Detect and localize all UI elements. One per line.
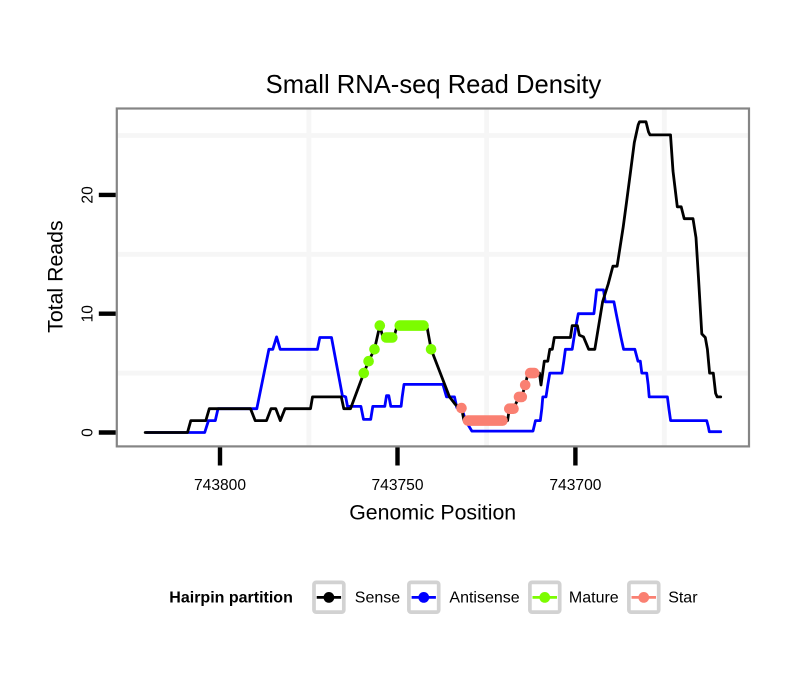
svg-text:Hairpin partition: Hairpin partition [169, 589, 293, 606]
svg-text:Antisense: Antisense [449, 589, 519, 606]
svg-text:743750: 743750 [371, 477, 423, 494]
svg-text:743700: 743700 [549, 477, 601, 494]
svg-text:Small RNA-seq Read Density: Small RNA-seq Read Density [266, 71, 602, 99]
svg-text:743800: 743800 [194, 477, 246, 494]
svg-text:Total Reads: Total Reads [44, 220, 68, 332]
svg-text:Star: Star [668, 589, 698, 606]
svg-text:Sense: Sense [355, 589, 400, 606]
svg-text:Mature: Mature [569, 589, 619, 606]
svg-text:20: 20 [79, 186, 96, 204]
svg-text:10: 10 [79, 305, 96, 323]
svg-text:0: 0 [79, 428, 96, 437]
svg-text:Genomic Position: Genomic Position [349, 501, 516, 525]
